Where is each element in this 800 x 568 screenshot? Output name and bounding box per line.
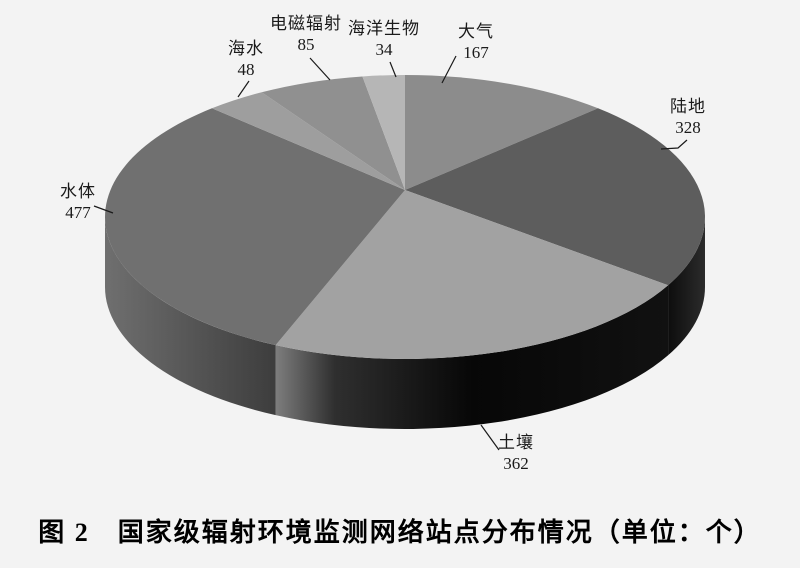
leader-line-soil	[480, 424, 500, 451]
pie-rim-land	[668, 217, 705, 356]
slice-label-land: 陆地 328	[670, 96, 706, 138]
figure-caption: 图 2 国家级辐射环境监测网络站点分布情况（单位：个）	[38, 518, 762, 547]
slice-value-text: 477	[65, 203, 91, 222]
slice-category-text: 海洋生物	[348, 19, 420, 38]
leader-line-atmosphere	[441, 55, 457, 84]
slice-value-text: 85	[297, 35, 315, 54]
slice-value-text: 48	[237, 60, 255, 79]
slice-value-text: 328	[675, 118, 701, 137]
leader-line-land	[660, 139, 688, 150]
pie-slice-atmosphere	[405, 75, 599, 190]
pie-slice-electromagnetic-radiation	[261, 76, 405, 190]
leader-line-electromagnetic-radiation	[309, 57, 331, 81]
pie-rim-soil	[275, 285, 669, 429]
slice-label-water: 水体 477	[60, 181, 96, 223]
slice-value-text: 167	[463, 43, 489, 62]
leader-line-marine-life	[389, 61, 397, 78]
slice-category-text: 水体	[60, 182, 96, 201]
pie-slice-soil	[275, 190, 669, 360]
slice-label-soil: 土壤 362	[498, 432, 534, 474]
slice-category-text: 电磁辐射	[270, 14, 342, 33]
pie-slice-marine-life	[362, 75, 405, 190]
slice-label-electromagnetic-radiation: 电磁辐射 85	[270, 13, 342, 55]
slice-category-text: 大气	[458, 22, 494, 41]
pie-rim-water	[104, 217, 276, 416]
slice-label-atmosphere: 大气 167	[458, 21, 494, 63]
leader-line-water	[93, 205, 114, 214]
slice-category-text: 陆地	[670, 97, 706, 116]
slice-category-text: 海水	[228, 39, 264, 58]
pie-slice-seawater	[211, 92, 405, 190]
pie-slice-water	[105, 108, 406, 346]
slice-label-marine-life: 海洋生物 34	[348, 18, 420, 60]
slice-value-text: 34	[375, 40, 393, 59]
slice-category-text: 土壤	[498, 433, 534, 452]
pie-slice-land	[405, 108, 705, 286]
leader-line-seawater	[237, 80, 250, 98]
slice-label-seawater: 海水 48	[228, 38, 264, 80]
slice-value-text: 362	[503, 454, 529, 473]
